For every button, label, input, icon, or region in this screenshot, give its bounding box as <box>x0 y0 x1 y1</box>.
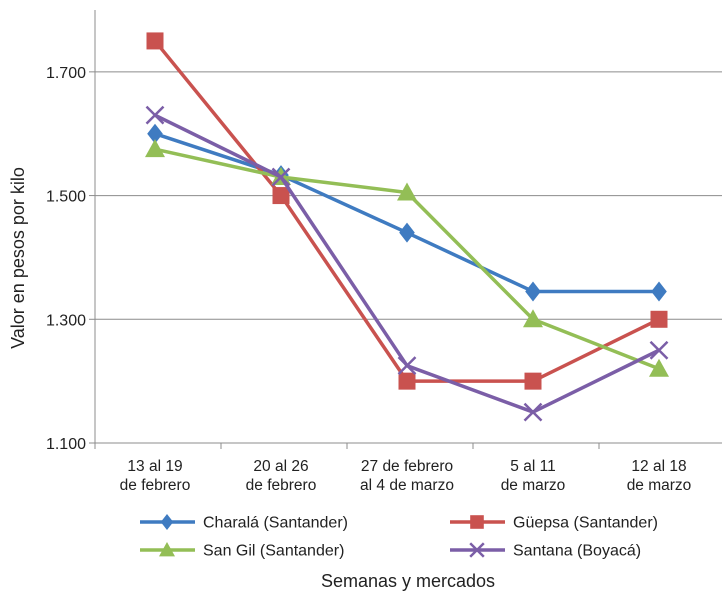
data-point <box>159 542 175 557</box>
legend-item: San Gil (Santander) <box>140 542 344 560</box>
legend: Charalá (Santander) Güepsa (Santander) San… <box>140 514 658 560</box>
legend-label: Charalá (Santander) <box>203 515 348 532</box>
y-axis-title: Valor en pesos por kilo <box>8 167 28 349</box>
x-tick-label: 27 de febrero al 4 de marzo <box>360 458 454 494</box>
legend-label: Güepsa (Santander) <box>513 515 658 532</box>
series-line <box>154 132 659 294</box>
data-point <box>651 281 667 302</box>
legend-item: Güepsa (Santander) <box>450 515 658 532</box>
data-point <box>524 372 542 390</box>
data-point <box>397 356 417 376</box>
legend-label: San Gil (Santander) <box>203 543 344 560</box>
series-line <box>154 147 660 371</box>
data-point <box>650 310 668 328</box>
data-point <box>525 281 541 302</box>
series-diamond <box>147 123 667 302</box>
y-tick-label: 1.700 <box>46 65 86 82</box>
series-x <box>145 105 669 422</box>
data-point <box>160 514 174 530</box>
y-tick-labels: 1.100 1.300 1.500 1.700 <box>46 65 86 453</box>
legend-label: Santana (Boyacá) <box>513 543 641 560</box>
data-point <box>470 515 484 529</box>
x-tick-label: 5 al 11 de marzo <box>501 458 566 494</box>
data-point <box>523 309 543 328</box>
y-tick-label: 1.300 <box>46 312 86 329</box>
x-axis-title: Semanas y mercados <box>321 571 495 591</box>
data-point <box>649 340 669 360</box>
series <box>145 32 669 422</box>
series-square <box>146 32 668 390</box>
data-point <box>146 32 164 50</box>
axes <box>89 10 722 449</box>
x-tick-labels: 13 al 19 de febrero 20 al 26 de febrero 27 d… <box>120 458 692 494</box>
data-point <box>398 372 416 390</box>
data-point <box>649 358 669 377</box>
x-tick-label: 12 al 18 de marzo <box>627 458 692 494</box>
data-point <box>469 542 485 558</box>
series-triangle <box>145 139 669 377</box>
legend-item: Santana (Boyacá) <box>450 542 641 560</box>
data-point <box>523 402 543 422</box>
data-point <box>147 123 163 144</box>
series-line <box>153 39 660 383</box>
data-point <box>145 139 165 158</box>
legend-item: Charalá (Santander) <box>140 514 348 532</box>
x-tick-label: 13 al 19 de febrero <box>120 458 191 494</box>
data-point <box>399 222 415 243</box>
data-point <box>271 167 291 187</box>
data-point <box>145 105 165 125</box>
y-tick-label: 1.100 <box>46 436 86 453</box>
y-tick-label: 1.500 <box>46 189 86 206</box>
x-tick-label: 20 al 26 de febrero <box>246 458 317 494</box>
data-point <box>272 187 290 205</box>
data-point <box>397 182 417 201</box>
